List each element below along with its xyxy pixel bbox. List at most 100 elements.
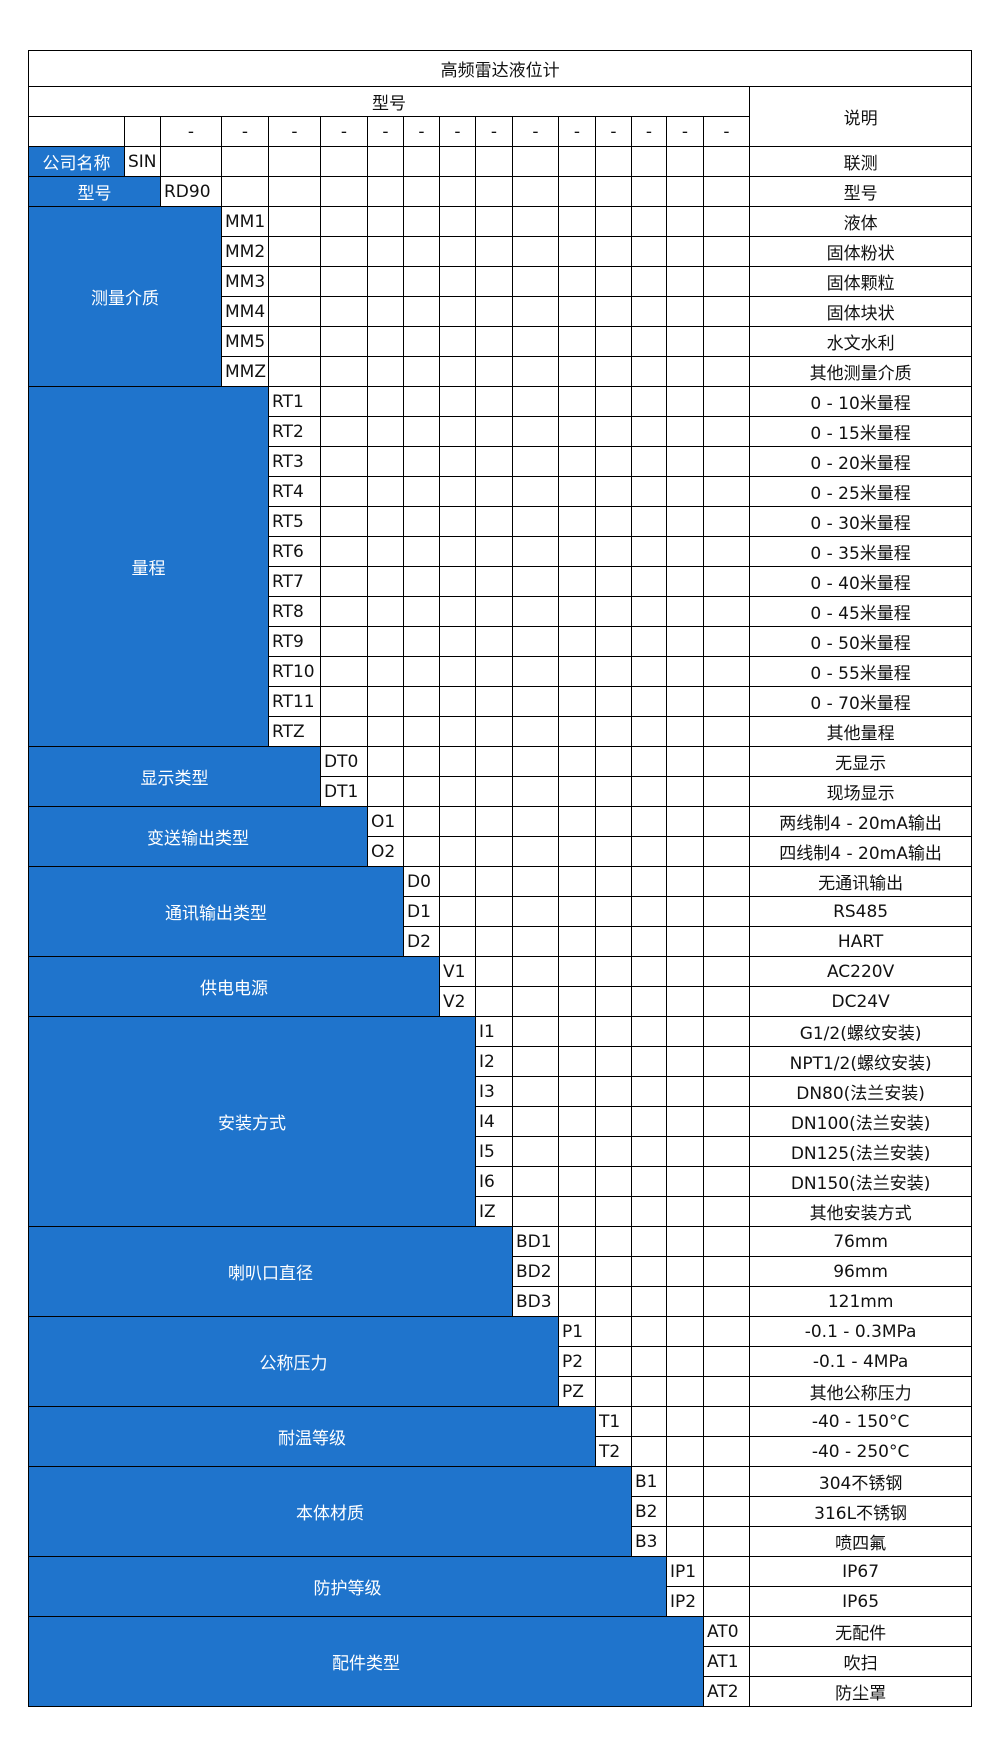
empty-cell: [512, 1016, 559, 1047]
empty-cell: [558, 1106, 596, 1137]
empty-cell: [595, 176, 632, 207]
empty-cell: [367, 356, 404, 387]
empty-cell: [512, 896, 559, 927]
table-row: 供电电源 V1 AC220V: [28, 956, 973, 1017]
empty-cell: [320, 476, 368, 507]
empty-cell: [439, 506, 476, 537]
table-row: 本体材质 B1 304不锈钢: [28, 1466, 973, 1557]
empty-cell: [666, 266, 704, 297]
option-description: NPT1/2(螺纹安装): [748, 1046, 973, 1077]
empty-cell: [666, 1136, 704, 1167]
empty-cell: [666, 446, 704, 477]
empty-cell: [367, 266, 404, 297]
empty-cell: [558, 1016, 596, 1047]
empty-cell: [666, 716, 704, 747]
option-code: D0: [403, 866, 440, 897]
empty-cell: [703, 506, 750, 537]
empty-cell: [512, 866, 559, 897]
separator-cell: -: [558, 116, 596, 147]
empty-cell: [595, 356, 632, 387]
option-description: DN80(法兰安装): [748, 1076, 973, 1107]
model-selection-table: 高频雷达液位计 型号 说明 -------------- 公司名称 SIN 联测 型号…: [27, 50, 973, 1707]
empty-cell: [703, 236, 750, 267]
option-code: IP1: [666, 1556, 704, 1587]
option-description: 喷四氟: [748, 1526, 973, 1557]
empty-cell: [268, 356, 321, 387]
empty-cell: [320, 536, 368, 567]
option-description: 现场显示: [748, 776, 973, 807]
separator-row: --------------: [28, 116, 972, 147]
empty-cell: [703, 716, 750, 747]
empty-cell: [512, 536, 559, 567]
empty-cell: [595, 716, 632, 747]
empty-cell: [595, 1346, 632, 1377]
empty-cell: [595, 956, 632, 987]
table-row: 耐温等级 T1 -40 - 150°C: [28, 1406, 973, 1467]
option-description: 联测: [748, 146, 973, 177]
option-description: 水文水利: [748, 326, 973, 357]
option-code: MM4: [221, 296, 269, 327]
group-label: 本体材质: [28, 1466, 632, 1557]
empty-cell: [28, 116, 125, 147]
option-description: 无配件: [748, 1616, 973, 1647]
empty-cell: [558, 1256, 596, 1287]
table-row: T2 -40 - 250°C: [29, 1436, 973, 1467]
option-description: 304不锈钢: [748, 1466, 973, 1497]
empty-cell: [631, 836, 667, 867]
empty-cell: [595, 1076, 632, 1107]
empty-cell: [631, 476, 667, 507]
empty-cell: [475, 416, 513, 447]
empty-cell: [595, 686, 632, 717]
empty-cell: [512, 206, 559, 237]
empty-cell: [558, 1226, 596, 1257]
option-description: 0 - 15米量程: [748, 416, 973, 447]
option-description: 0 - 40米量程: [748, 566, 973, 597]
option-description: -40 - 150°C: [748, 1406, 973, 1437]
empty-cell: [631, 1316, 667, 1347]
empty-cell: [320, 236, 368, 267]
empty-cell: [703, 1106, 750, 1137]
separator-cell: -: [320, 116, 368, 147]
empty-cell: [558, 686, 596, 717]
empty-cell: [595, 1046, 632, 1077]
option-description: 无显示: [748, 746, 973, 777]
option-code: T2: [595, 1436, 632, 1467]
empty-cell: [367, 176, 404, 207]
empty-cell: [631, 1106, 667, 1137]
empty-cell: [320, 446, 368, 477]
empty-cell: [666, 836, 704, 867]
empty-cell: [631, 266, 667, 297]
option-code: MM1: [221, 206, 269, 237]
option-description: 316L不锈钢: [748, 1496, 973, 1527]
separator-cell: -: [595, 116, 632, 147]
option-code: B2: [631, 1496, 667, 1527]
option-code: RT3: [268, 446, 321, 477]
empty-cell: [439, 146, 476, 177]
empty-cell: [367, 536, 404, 567]
table-row: AT1 吹扫: [29, 1646, 973, 1677]
empty-cell: [595, 386, 632, 417]
empty-cell: [631, 1196, 667, 1227]
empty-cell: [403, 536, 440, 567]
empty-cell: [367, 686, 404, 717]
empty-cell: [666, 1106, 704, 1137]
empty-cell: [439, 896, 476, 927]
option-code: MM3: [221, 266, 269, 297]
empty-cell: [631, 1376, 667, 1407]
empty-cell: [268, 266, 321, 297]
empty-cell: [666, 1076, 704, 1107]
empty-cell: [703, 1346, 750, 1377]
option-code: AT0: [703, 1616, 750, 1647]
empty-cell: [666, 866, 704, 897]
empty-cell: [666, 1346, 704, 1377]
empty-cell: [666, 1046, 704, 1077]
table-row: AT2 防尘罩: [29, 1676, 973, 1707]
empty-cell: [320, 146, 368, 177]
empty-cell: [666, 1316, 704, 1347]
empty-cell: [703, 1496, 750, 1527]
table-row: 通讯输出类型 D0 无通讯输出: [28, 866, 973, 957]
table-row: DT1 现场显示: [29, 776, 973, 807]
empty-cell: [475, 746, 513, 777]
empty-cell: [703, 1556, 750, 1587]
option-description: 固体粉状: [748, 236, 973, 267]
